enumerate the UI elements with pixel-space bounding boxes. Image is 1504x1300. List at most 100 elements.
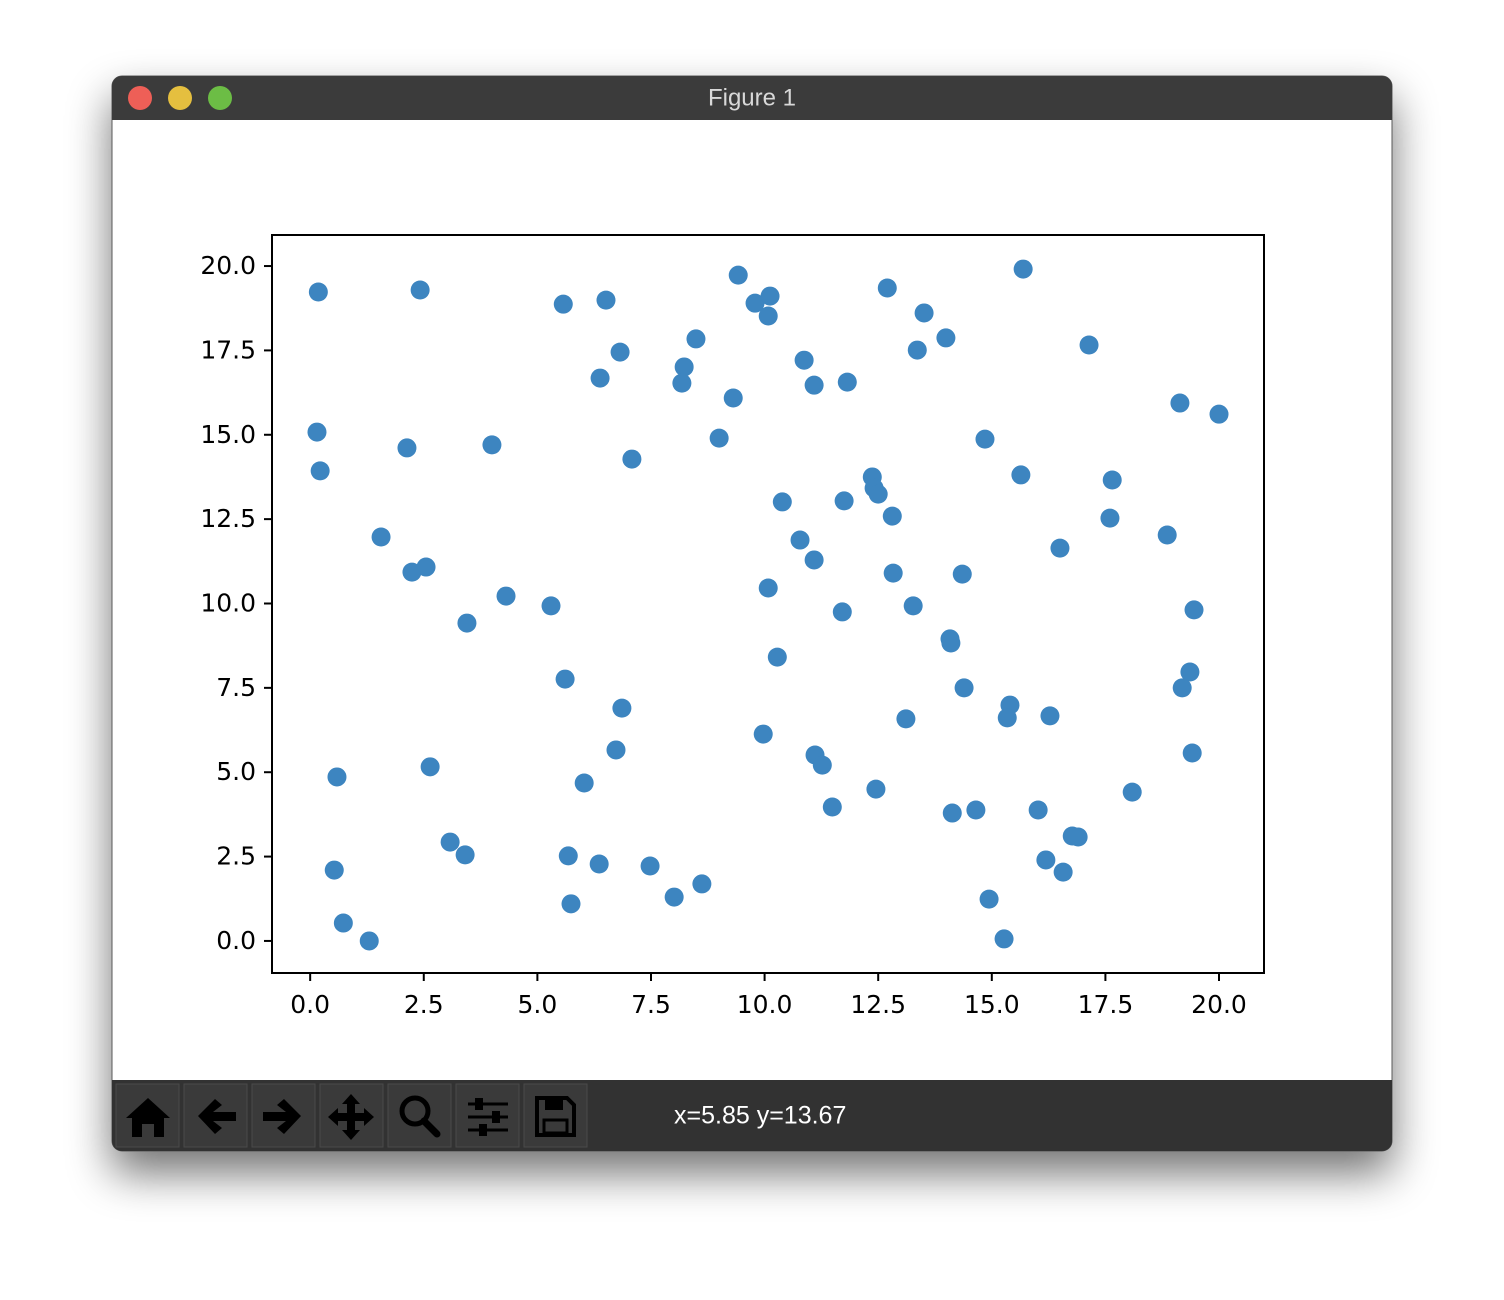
scatter-point xyxy=(936,328,956,348)
scatter-point xyxy=(482,435,502,455)
scatter-point xyxy=(397,438,417,458)
scatter-point xyxy=(307,422,327,442)
scatter-point xyxy=(672,373,692,393)
scatter-point xyxy=(772,492,792,512)
y-tick-label: 12.5 xyxy=(200,504,256,533)
scatter-point xyxy=(420,757,440,777)
scatter-point xyxy=(868,484,888,504)
scatter-point xyxy=(333,913,353,933)
x-tick-label: 7.5 xyxy=(631,990,671,1019)
scatter-point xyxy=(942,803,962,823)
scatter-point xyxy=(596,290,616,310)
scatter-point xyxy=(723,388,743,408)
status-text: x=5.85 y=13.67 xyxy=(674,1102,846,1130)
scatter-point xyxy=(1013,259,1033,279)
scatter-point xyxy=(837,372,857,392)
pan-button[interactable] xyxy=(319,1083,384,1148)
x-tick-label: 17.5 xyxy=(1078,990,1134,1019)
title-bar xyxy=(112,76,1392,120)
scatter-point xyxy=(686,329,706,349)
scatter-point xyxy=(590,368,610,388)
scatter-point xyxy=(896,709,916,729)
x-tick-label: 2.5 xyxy=(404,990,444,1019)
scatter-point xyxy=(790,530,810,550)
scatter-point xyxy=(410,280,430,300)
scatter-point xyxy=(310,461,330,481)
scatter-point xyxy=(1050,538,1070,558)
scatter-point xyxy=(804,375,824,395)
scatter-point xyxy=(589,854,609,874)
scatter-point xyxy=(1182,743,1202,763)
scatter-point xyxy=(758,306,778,326)
scatter-point xyxy=(822,797,842,817)
scatter-point xyxy=(1122,782,1142,802)
scatter-point xyxy=(692,874,712,894)
y-tick-label: 17.5 xyxy=(200,335,256,364)
scatter-point xyxy=(1180,662,1200,682)
scatter-point xyxy=(496,586,516,606)
scatter-point xyxy=(574,773,594,793)
scatter-point xyxy=(883,563,903,583)
scatter-point xyxy=(1011,465,1031,485)
y-tick-label: 0.0 xyxy=(216,926,256,955)
scatter-point xyxy=(640,856,660,876)
zoom-button[interactable] xyxy=(208,86,232,110)
scatter-point xyxy=(753,724,773,744)
scatter-point xyxy=(327,767,347,787)
scatter-point xyxy=(558,846,578,866)
scatter-point xyxy=(455,845,475,865)
back-button[interactable] xyxy=(183,1083,248,1148)
scatter-point xyxy=(1053,862,1073,882)
scatter-point xyxy=(834,491,854,511)
scatter-point xyxy=(1079,335,1099,355)
y-tick-label: 7.5 xyxy=(216,673,256,702)
scatter-point xyxy=(555,669,575,689)
scatter-point xyxy=(997,708,1017,728)
minimize-button[interactable] xyxy=(168,86,192,110)
window-title: Figure 1 xyxy=(708,84,796,111)
x-tick-label: 0.0 xyxy=(290,990,330,1019)
scatter-point xyxy=(561,894,581,914)
zoom-tool-button[interactable] xyxy=(387,1083,452,1148)
y-tick-label: 15.0 xyxy=(200,420,256,449)
scatter-point xyxy=(664,887,684,907)
scatter-point xyxy=(622,449,642,469)
scatter-point xyxy=(907,340,927,360)
configure-button[interactable] xyxy=(455,1083,520,1148)
scatter-point xyxy=(1068,827,1088,847)
scatter-point xyxy=(1040,706,1060,726)
scatter-point xyxy=(728,265,748,285)
scatter-point xyxy=(359,931,379,951)
y-tick-label: 10.0 xyxy=(200,588,256,617)
y-tick-label: 5.0 xyxy=(216,757,256,786)
scatter-point xyxy=(1209,404,1229,424)
scatter-point xyxy=(745,293,765,313)
x-tick-label: 20.0 xyxy=(1191,990,1247,1019)
scatter-point xyxy=(966,800,986,820)
scatter-point xyxy=(541,596,561,616)
x-tick-label: 5.0 xyxy=(517,990,557,1019)
scatter-point xyxy=(440,832,460,852)
scatter-point xyxy=(760,286,780,306)
scatter-point xyxy=(1172,678,1192,698)
scatter-point xyxy=(954,678,974,698)
scatter-point xyxy=(612,698,632,718)
scatter-point xyxy=(606,740,626,760)
y-tick-label: 20.0 xyxy=(200,251,256,280)
scatter-point xyxy=(941,633,961,653)
scatter-point xyxy=(804,550,824,570)
scatter-point xyxy=(975,429,995,449)
scatter-point xyxy=(1170,393,1190,413)
scatter-point xyxy=(758,578,778,598)
scatter-point xyxy=(674,357,694,377)
save-button[interactable] xyxy=(523,1083,588,1148)
forward-button[interactable] xyxy=(251,1083,316,1148)
scatter-point xyxy=(812,755,832,775)
scatter-point xyxy=(979,889,999,909)
scatter-point xyxy=(457,613,477,633)
home-button[interactable] xyxy=(115,1083,180,1148)
close-button[interactable] xyxy=(128,86,152,110)
scatter-point xyxy=(903,596,923,616)
x-tick-label: 10.0 xyxy=(737,990,793,1019)
